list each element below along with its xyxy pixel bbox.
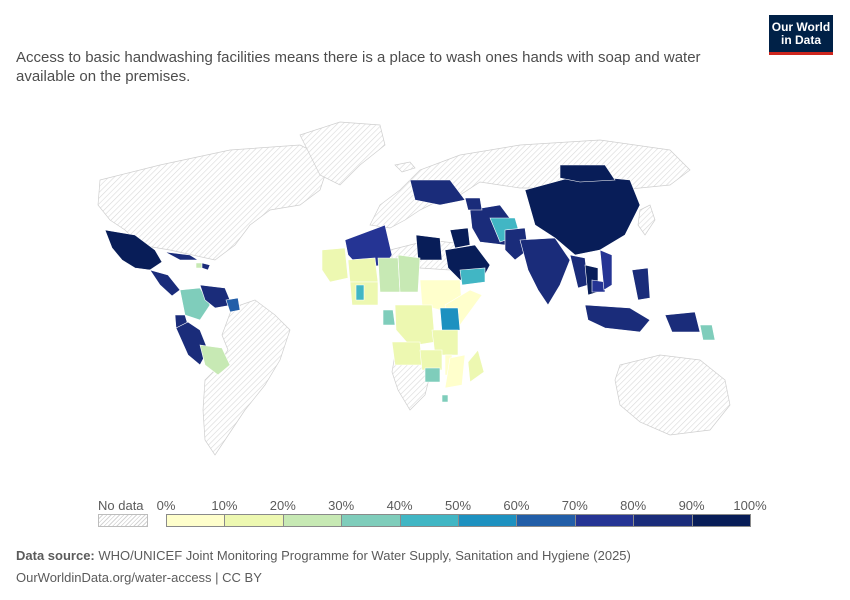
legend-bin-3[interactable] (341, 514, 401, 527)
region-colombia[interactable] (179, 287, 211, 321)
chart-subtitle: Access to basic handwashing facilities m… (16, 49, 701, 85)
legend-bin-7[interactable] (574, 514, 635, 527)
legend-bin-6[interactable] (516, 514, 576, 527)
data-source: Data source: WHO/UNICEF Joint Monitoring… (16, 548, 631, 563)
region-mali[interactable] (321, 247, 349, 283)
region-eswatini[interactable] (441, 394, 449, 403)
region-central-america[interactable] (149, 269, 181, 297)
region-mozambique[interactable] (444, 354, 466, 389)
region-dr-congo[interactable] (394, 304, 436, 347)
region-philippines[interactable] (631, 267, 651, 301)
legend-bin-2[interactable] (282, 514, 343, 527)
region-niger[interactable] (347, 257, 379, 283)
legend-no-data-label: No data (98, 498, 144, 513)
world-map[interactable] (0, 110, 850, 490)
legend-tick-label: 0% (156, 498, 176, 513)
data-source-text: WHO/UNICEF Joint Monitoring Programme fo… (94, 548, 631, 563)
region-myanmar[interactable] (569, 254, 589, 289)
region-india[interactable] (519, 237, 571, 306)
legend-tick-label: 40% (386, 498, 413, 513)
region-ghana[interactable] (355, 284, 365, 301)
legend-bin-0[interactable] (166, 514, 226, 527)
region-solomon-islands[interactable] (699, 324, 716, 341)
legend-bin-5[interactable] (458, 514, 518, 527)
region-iraq[interactable] (449, 227, 471, 249)
region-dominican-republic[interactable] (201, 262, 211, 271)
legend-bin-4[interactable] (399, 514, 459, 527)
region-papua-new-guinea[interactable] (664, 311, 701, 333)
region-uzbekistan[interactable] (464, 197, 483, 211)
legend-tick-label: 10% (211, 498, 238, 513)
region-zimbabwe[interactable] (424, 367, 441, 383)
region-indonesia[interactable] (584, 304, 651, 333)
region-kenya[interactable] (439, 307, 461, 333)
region-sudan[interactable] (397, 254, 421, 293)
logo-line-1: Our World (771, 19, 831, 34)
legend-tick-label: 100% (733, 498, 767, 513)
region-venezuela[interactable] (199, 284, 233, 309)
region-yemen[interactable] (459, 267, 486, 286)
region-tanzania[interactable] (431, 329, 459, 356)
legend-tick-label: 90% (678, 498, 705, 513)
region-angola[interactable] (391, 341, 423, 366)
color-legend: No data 0% 10% 20% 30% 40% 50% 60% 70% 80% 90% 100… (0, 495, 850, 535)
region-cambodia[interactable] (591, 279, 606, 293)
legend-tick-label: 20% (269, 498, 296, 513)
region-gabon[interactable] (382, 309, 396, 326)
region-kazakhstan[interactable] (409, 179, 466, 206)
region-haiti[interactable] (195, 262, 203, 269)
chart-url[interactable]: OurWorldinData.org/water-access | CC BY (16, 570, 262, 585)
legend-tick-label: 30% (328, 498, 355, 513)
region-mongolia[interactable] (559, 164, 616, 183)
region-pakistan[interactable] (504, 227, 529, 261)
legend-bin-9[interactable] (691, 514, 751, 527)
region-egypt[interactable] (415, 234, 443, 261)
owid-logo[interactable]: Our World in Data (769, 15, 833, 55)
legend-tick-label: 70% (561, 498, 588, 513)
legend-tick-label: 50% (444, 498, 472, 513)
region-bolivia[interactable] (199, 344, 231, 376)
legend-tick-label: 80% (620, 498, 647, 513)
logo-line-2: in Data (780, 32, 821, 47)
region-guyana[interactable] (225, 297, 241, 313)
legend-tick-label: 60% (503, 498, 530, 513)
data-source-label: Data source: (16, 548, 95, 563)
region-madagascar[interactable] (467, 349, 485, 383)
region-vietnam[interactable] (599, 249, 613, 291)
legend-bin-8[interactable] (633, 514, 693, 527)
region-cuba[interactable] (164, 251, 200, 261)
legend-no-data-swatch[interactable] (98, 514, 148, 527)
region-zambia[interactable] (419, 349, 443, 371)
region-chad[interactable] (377, 257, 401, 293)
legend-bin-1[interactable] (224, 514, 284, 527)
